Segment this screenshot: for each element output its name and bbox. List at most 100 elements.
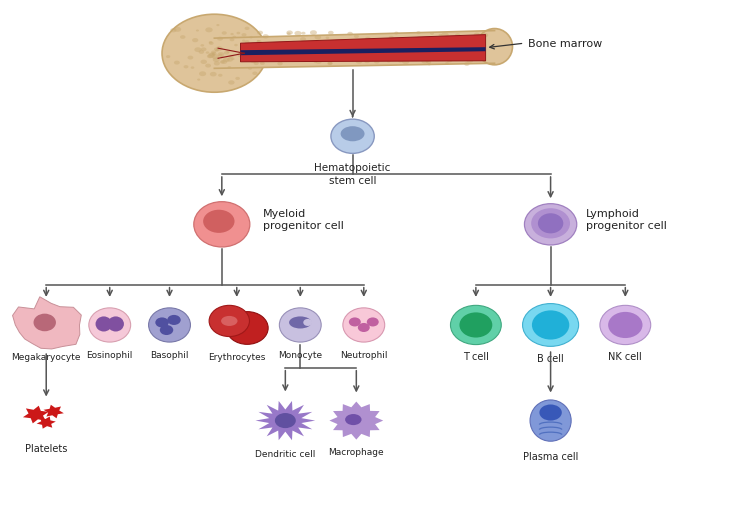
Circle shape [320, 43, 324, 46]
Circle shape [180, 36, 185, 40]
Circle shape [441, 33, 448, 38]
Ellipse shape [226, 312, 268, 344]
Circle shape [347, 33, 352, 36]
Ellipse shape [531, 209, 570, 239]
Circle shape [400, 60, 404, 62]
Circle shape [199, 51, 204, 55]
Circle shape [174, 28, 182, 33]
Circle shape [194, 48, 202, 53]
Ellipse shape [523, 304, 578, 346]
Circle shape [345, 53, 350, 57]
Circle shape [374, 61, 380, 65]
Ellipse shape [274, 413, 296, 428]
Circle shape [395, 48, 400, 52]
Circle shape [409, 49, 415, 54]
Circle shape [300, 46, 307, 52]
Circle shape [234, 45, 238, 47]
Circle shape [236, 33, 240, 35]
Circle shape [286, 33, 291, 36]
Circle shape [209, 42, 212, 44]
Circle shape [216, 25, 220, 27]
Circle shape [221, 61, 227, 65]
Circle shape [464, 59, 468, 62]
Ellipse shape [367, 318, 379, 327]
Ellipse shape [209, 306, 250, 337]
Circle shape [422, 60, 428, 65]
Circle shape [322, 54, 328, 58]
Polygon shape [241, 35, 485, 63]
Circle shape [466, 37, 472, 41]
Ellipse shape [167, 315, 181, 325]
Circle shape [431, 40, 437, 44]
Text: Myeloid
progenitor cell: Myeloid progenitor cell [263, 209, 344, 231]
Circle shape [217, 37, 223, 41]
Circle shape [166, 56, 170, 59]
Circle shape [433, 52, 436, 54]
Circle shape [340, 46, 346, 50]
Circle shape [327, 63, 332, 66]
Ellipse shape [538, 214, 563, 234]
Circle shape [336, 51, 343, 56]
Circle shape [192, 39, 198, 43]
Circle shape [254, 63, 259, 66]
Circle shape [303, 51, 309, 55]
Circle shape [340, 59, 345, 62]
Circle shape [224, 52, 230, 56]
Circle shape [373, 58, 380, 63]
Circle shape [244, 45, 251, 50]
Ellipse shape [162, 15, 267, 93]
Circle shape [196, 30, 199, 32]
Circle shape [425, 58, 430, 61]
Circle shape [464, 63, 470, 67]
Circle shape [262, 43, 270, 48]
Circle shape [254, 48, 258, 52]
Circle shape [395, 49, 401, 54]
Circle shape [356, 60, 362, 65]
Ellipse shape [530, 400, 572, 441]
Circle shape [242, 34, 247, 37]
Circle shape [278, 52, 283, 55]
Text: Dendritic cell: Dendritic cell [255, 449, 316, 458]
Text: Platelets: Platelets [25, 443, 68, 453]
Circle shape [197, 79, 200, 81]
Text: Bone marrow: Bone marrow [528, 39, 602, 49]
Circle shape [207, 55, 212, 59]
Polygon shape [44, 405, 64, 419]
Circle shape [422, 43, 427, 46]
Circle shape [226, 52, 230, 54]
Circle shape [258, 61, 261, 63]
Circle shape [291, 54, 297, 58]
Circle shape [279, 56, 284, 59]
Circle shape [190, 67, 194, 70]
Circle shape [474, 33, 480, 37]
Circle shape [387, 61, 391, 63]
Text: Monocyte: Monocyte [278, 350, 322, 360]
Circle shape [371, 53, 377, 56]
Ellipse shape [608, 312, 643, 338]
Circle shape [367, 55, 370, 57]
Circle shape [209, 42, 214, 46]
Circle shape [300, 38, 306, 42]
Circle shape [447, 60, 452, 63]
Circle shape [210, 73, 217, 77]
Ellipse shape [343, 308, 385, 342]
Circle shape [482, 34, 488, 38]
Polygon shape [13, 297, 81, 349]
Circle shape [268, 53, 274, 58]
Circle shape [423, 49, 430, 54]
Circle shape [230, 39, 235, 42]
Ellipse shape [451, 306, 501, 345]
Circle shape [365, 38, 371, 42]
Circle shape [211, 52, 216, 55]
Ellipse shape [340, 127, 364, 142]
Circle shape [305, 60, 308, 62]
Circle shape [220, 57, 224, 59]
Text: NK cell: NK cell [608, 351, 642, 362]
Circle shape [430, 47, 436, 52]
Text: Eosinophil: Eosinophil [86, 350, 133, 360]
Circle shape [260, 63, 265, 66]
Text: Hematopoietic
stem cell: Hematopoietic stem cell [314, 163, 391, 185]
Circle shape [333, 57, 338, 60]
Circle shape [214, 62, 220, 66]
Circle shape [431, 38, 436, 42]
